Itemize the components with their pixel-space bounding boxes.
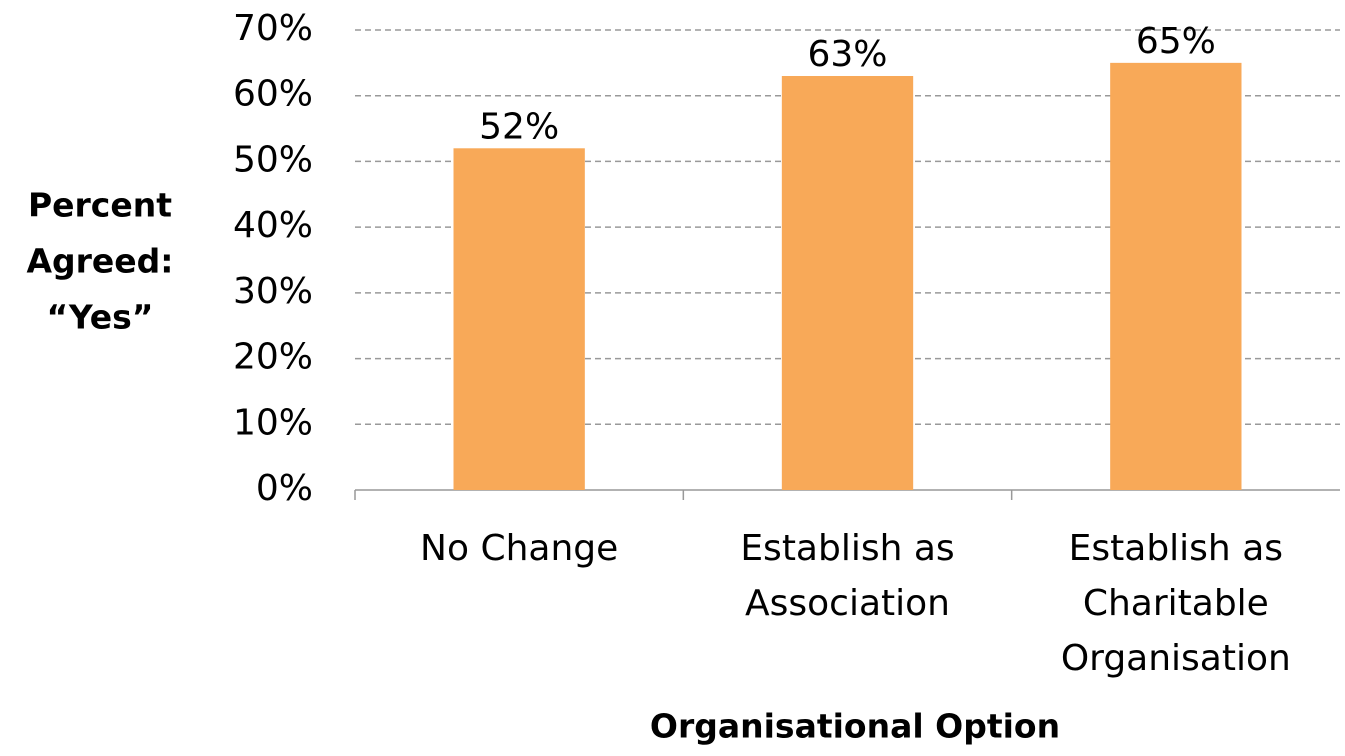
x-tick-line: Establish as (1069, 528, 1283, 569)
data-label: 52% (479, 106, 559, 147)
y-tick-label: 20% (233, 337, 313, 378)
bar (781, 76, 914, 490)
y-axis-label: Agreed: (26, 242, 173, 281)
x-axis-label: Organisational Option (650, 707, 1060, 746)
bar (1110, 62, 1242, 490)
x-tick-line: Organisation (1061, 638, 1291, 679)
y-tick-label: 70% (233, 8, 313, 49)
x-tick-line: Association (745, 583, 950, 624)
x-tick-line: No Change (420, 528, 618, 569)
y-tick-label: 10% (233, 402, 313, 443)
x-tick-line: Charitable (1083, 583, 1269, 624)
y-tick-label: 0% (256, 468, 313, 509)
data-label: 63% (807, 34, 887, 75)
y-axis-label: “Yes” (47, 298, 154, 337)
data-label: 65% (1136, 21, 1216, 62)
x-tick-label: Establish as Association (740, 528, 954, 624)
y-axis-label: Percent (28, 186, 172, 225)
y-tick-label: 30% (233, 271, 313, 312)
y-tick-label: 60% (233, 74, 313, 115)
y-tick-label: 40% (233, 205, 313, 246)
x-tick-label: Establish as Charitable Organisation (1061, 528, 1291, 679)
bar (453, 148, 585, 491)
x-tick-line: Establish as (740, 528, 954, 569)
x-tick-label: No Change (420, 528, 618, 569)
y-tick-label: 50% (233, 139, 313, 180)
